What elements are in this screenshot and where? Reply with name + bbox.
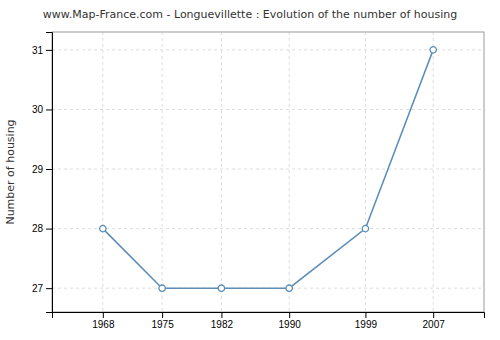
point [286, 285, 292, 291]
tick-mark [365, 312, 366, 318]
tick: 31 [32, 45, 52, 56]
x-axis: 1968 1975 1982 1990 1999 2007 [53, 312, 485, 330]
axis-line [53, 313, 485, 319]
title: www.Map-France.com - Longuevillette : Ev… [43, 8, 457, 21]
grid [52, 32, 484, 312]
tick: 30 [32, 104, 52, 115]
grid-line [52, 169, 484, 170]
tick-mark [162, 312, 163, 318]
axis-line [46, 33, 53, 313]
tick: 1982 [211, 312, 234, 330]
tick-label: 28 [32, 223, 44, 234]
tick: 28 [32, 223, 52, 234]
tick-mark [433, 312, 434, 318]
tick-mark [46, 109, 52, 110]
point [159, 285, 165, 291]
point [100, 225, 106, 231]
tick-label: 1999 [355, 319, 378, 330]
tick-label: 29 [32, 164, 44, 175]
tick: 2007 [423, 312, 446, 330]
tick-label: 2007 [423, 319, 446, 330]
plot: 1968 1975 1982 1990 1999 2007 27 28 29 30 31 [32, 32, 485, 330]
grid-line [365, 32, 366, 312]
tick: 1999 [355, 312, 378, 330]
series [100, 47, 437, 292]
tick-label: 1990 [279, 319, 302, 330]
grid-line [162, 32, 163, 312]
plot-frame [52, 32, 484, 312]
point [218, 285, 224, 291]
grid-line [433, 32, 434, 312]
grid-line [102, 32, 103, 312]
tick: 29 [32, 164, 52, 175]
tick-mark [221, 312, 222, 318]
tick-mark [46, 288, 52, 289]
tick-label: 31 [32, 45, 44, 56]
line [103, 50, 433, 288]
tick-mark [289, 312, 290, 318]
grid-line [221, 32, 222, 312]
tick: 1990 [279, 312, 302, 330]
tick-mark [46, 169, 52, 170]
tick-mark [46, 229, 52, 230]
grid-line [52, 49, 484, 50]
y-axis: 27 28 29 30 31 [32, 33, 53, 313]
tick-label: 27 [32, 283, 44, 294]
y-axis-label: Number of housing [4, 119, 17, 224]
point [362, 225, 368, 231]
chart: www.Map-France.com - Longuevillette : Ev… [0, 0, 500, 340]
grid-line [52, 228, 484, 229]
tick: 1968 [92, 312, 115, 330]
point [430, 47, 436, 53]
tick-label: 1975 [151, 319, 174, 330]
grid-line [289, 32, 290, 312]
tick-mark [46, 50, 52, 51]
tick: 27 [32, 283, 52, 294]
tick-label: 30 [32, 104, 44, 115]
tick-label: 1968 [92, 319, 115, 330]
grid-line [52, 109, 484, 110]
tick-label: 1982 [211, 319, 234, 330]
tick: 1975 [151, 312, 174, 330]
tick-mark [103, 312, 104, 318]
